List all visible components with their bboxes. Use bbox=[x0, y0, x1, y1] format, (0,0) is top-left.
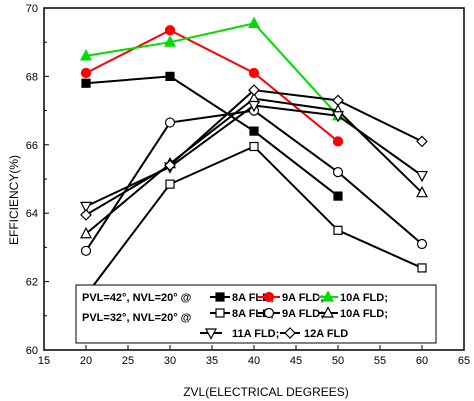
legend-series-label: 9A FLD; bbox=[282, 308, 324, 320]
legend-row2-label: PVL=32°, NVL=20° @ bbox=[82, 312, 192, 324]
data-point bbox=[80, 49, 92, 61]
y-tick-label: 60 bbox=[26, 345, 38, 357]
data-point bbox=[80, 245, 92, 256]
x-tick-label: 45 bbox=[290, 355, 302, 367]
series-1 bbox=[81, 71, 343, 201]
legend-series-label: 12A FLD bbox=[304, 328, 348, 340]
y-tick-label: 66 bbox=[26, 140, 38, 152]
data-point bbox=[416, 238, 428, 250]
legend-marker bbox=[322, 306, 334, 318]
data-point bbox=[417, 263, 427, 273]
data-point bbox=[164, 117, 176, 128]
x-tick-label: 55 bbox=[374, 355, 386, 367]
x-tick-label: 25 bbox=[122, 355, 134, 367]
x-tick-label: 50 bbox=[332, 355, 344, 367]
legend-series-label: 8A FLD; bbox=[232, 292, 274, 304]
series-2 bbox=[80, 25, 344, 147]
legend-series-label: 11A FLD; bbox=[232, 328, 279, 340]
data-point bbox=[80, 67, 92, 79]
data-point bbox=[249, 126, 259, 136]
legend: PVL=42°, NVL=20° @ PVL=32°, NVL=20° @ 8A F… bbox=[75, 284, 437, 344]
legend-series-label: 8A FLD; bbox=[232, 308, 274, 320]
data-point bbox=[80, 226, 92, 239]
data-point bbox=[248, 16, 260, 28]
y-tick-label: 62 bbox=[26, 277, 38, 289]
data-point bbox=[165, 71, 175, 82]
series-line bbox=[85, 97, 423, 235]
series-line bbox=[85, 145, 423, 296]
legend-marker bbox=[215, 292, 225, 302]
series-7 bbox=[80, 100, 428, 214]
legend-marker bbox=[322, 290, 334, 302]
data-point bbox=[164, 35, 176, 47]
data-point bbox=[332, 136, 344, 147]
series-line bbox=[85, 29, 339, 143]
x-tick-label: 65 bbox=[458, 355, 470, 367]
x-tick-label: 20 bbox=[80, 355, 92, 367]
data-point bbox=[416, 185, 428, 198]
legend-box bbox=[75, 284, 437, 344]
x-tick-label: 30 bbox=[164, 355, 176, 367]
x-tick-label: 15 bbox=[38, 355, 50, 367]
data-point bbox=[81, 78, 91, 88]
legend-marker bbox=[263, 307, 275, 319]
series-3 bbox=[80, 16, 344, 121]
y-axis-title: EFFICIENCY(%) bbox=[7, 155, 21, 245]
data-point bbox=[332, 167, 344, 178]
x-tick-label: 40 bbox=[248, 355, 260, 367]
data-point bbox=[333, 191, 343, 201]
data-point bbox=[248, 67, 260, 79]
series-8 bbox=[80, 84, 428, 221]
data-point bbox=[164, 159, 176, 172]
data-point bbox=[165, 179, 175, 189]
data-point bbox=[332, 111, 344, 123]
legend-marker bbox=[215, 308, 225, 318]
legend-series-label: 10A FLD; bbox=[340, 292, 388, 304]
data-point bbox=[416, 135, 428, 148]
x-tick-label: 60 bbox=[416, 355, 428, 367]
data-point bbox=[249, 141, 259, 152]
data-point bbox=[80, 209, 92, 221]
data-point bbox=[248, 100, 260, 113]
y-tick-label: 68 bbox=[26, 71, 38, 83]
data-point bbox=[164, 25, 176, 36]
data-point bbox=[332, 94, 344, 107]
legend-row1-label: PVL=42°, NVL=20° @ bbox=[82, 292, 192, 304]
series-line bbox=[85, 75, 339, 197]
legend-series-label: 9A FLD; bbox=[282, 292, 324, 304]
legend-marker bbox=[263, 291, 275, 303]
series-4 bbox=[81, 141, 427, 300]
data-point bbox=[333, 225, 343, 235]
series-line bbox=[85, 22, 339, 117]
data-point bbox=[80, 201, 92, 214]
y-tick-label: 70 bbox=[26, 3, 38, 15]
data-point bbox=[248, 84, 260, 96]
plot-area: 15 20 25 30 35 40 45 50 55 60 65 60 62 64 66 68 70 PVL=42… bbox=[26, 3, 470, 367]
y-tick-label: 64 bbox=[26, 208, 38, 220]
legend-marker bbox=[284, 327, 296, 339]
legend-series-label: 10A FLD; bbox=[340, 308, 388, 320]
x-tick-label: 35 bbox=[206, 355, 218, 367]
data-point bbox=[416, 170, 428, 183]
legend-marker bbox=[205, 328, 217, 340]
x-axis-title: ZVL(ELECTRICAL DEGREES) bbox=[183, 385, 349, 399]
